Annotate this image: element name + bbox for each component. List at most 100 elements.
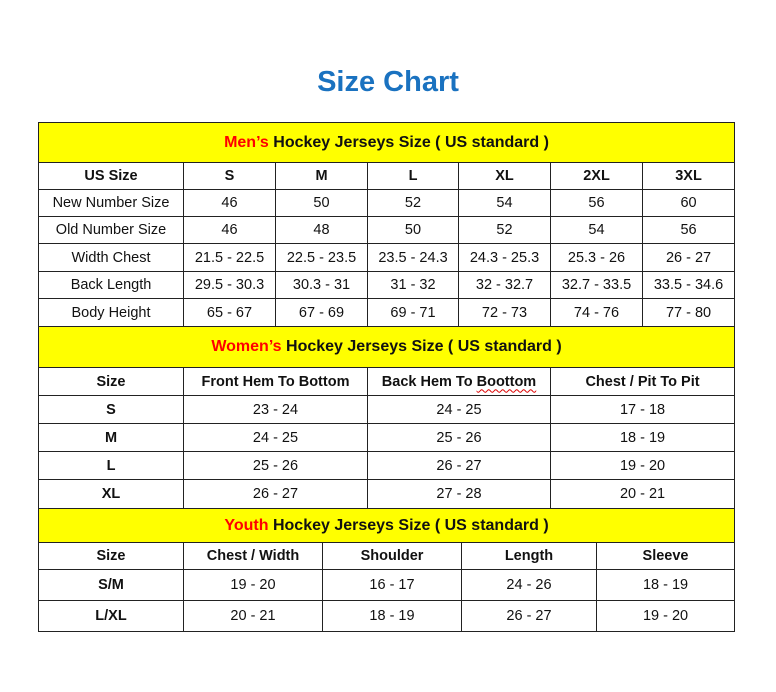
row-label: S/M [38,569,184,601]
table-cell: 21.5 - 22.5 [183,243,276,272]
column-header: Chest / Width [183,542,323,570]
women-section-header: Women’s Hockey Jerseys Size ( US standar… [37,326,736,368]
table-cell: 23.5 - 24.3 [367,243,459,272]
table-row: L/XL 20 - 21 18 - 19 26 - 27 19 - 20 [38,600,736,632]
table-row: New Number Size 46 50 52 54 56 60 [38,189,736,217]
table-cell: 26 - 27 [367,451,551,480]
column-header-label: Sleeve [642,548,689,564]
column-header-label: Front Hem To Bottom [201,373,350,390]
column-header: US Size [38,162,184,190]
table-cell: 19 - 20 [595,600,736,632]
table-cell: 20 - 21 [183,600,323,632]
column-header-label: Length [504,548,554,564]
row-label: Body Height [38,298,184,327]
youth-section-header: Youth Hockey Jerseys Size ( US standard … [37,508,736,543]
column-header-label: 2XL [583,168,610,184]
table-cell: 65 - 67 [183,298,276,327]
column-header: XL [458,162,551,190]
table-cell: 24 - 25 [183,423,368,452]
table-cell: 60 [641,189,736,217]
table-row: Width Chest 21.5 - 22.5 22.5 - 23.5 23.5 - … [38,243,736,272]
row-label: New Number Size [38,189,184,217]
womens-size-table: Women’s Hockey Jerseys Size ( US standar… [37,326,736,509]
heading-accent: Men’s [224,133,269,151]
mens-size-table: Men’s Hockey Jerseys Size ( US standard … [37,122,736,327]
table-cell: 52 [367,189,459,217]
table-cell: 46 [183,189,276,217]
table-cell: 25.3 - 26 [550,243,643,272]
row-label: L/XL [38,600,184,632]
table-cell: 17 - 18 [549,395,736,424]
table-row: Body Height 65 - 67 67 - 69 69 - 71 72 - 73 7… [38,298,736,327]
table-cell: 26 - 27 [461,600,597,632]
table-cell: 67 - 69 [275,298,368,327]
heading-text: Hockey Jerseys Size ( US standard ) [281,338,562,355]
table-cell: 77 - 80 [641,298,736,327]
table-cell: 32.7 - 33.5 [550,271,643,299]
section-heading: Youth Hockey Jerseys Size ( US standard … [37,508,736,543]
heading-text: Hockey Jerseys Size ( US standard ) [268,516,549,534]
table-row: L 25 - 26 26 - 27 19 - 20 [38,451,736,480]
table-row: Back Length 29.5 - 30.3 30.3 - 31 31 - 32 32… [38,271,736,299]
table-row: S 23 - 24 24 - 25 17 - 18 [38,395,736,424]
table-cell: 25 - 26 [367,423,551,452]
column-header: 3XL [641,162,736,190]
table-cell: 25 - 26 [183,451,368,480]
table-cell: 48 [275,216,368,244]
column-header: L [367,162,459,190]
column-header-label: Chest / Pit To Pit [585,373,700,390]
column-header: Front Hem To Bottom [183,367,368,396]
table-cell: 24 - 25 [367,395,551,424]
heading-accent: Youth [224,516,269,534]
row-label: L [38,451,184,480]
table-row: M 24 - 25 25 - 26 18 - 19 [38,423,736,452]
row-label: Width Chest [38,243,184,272]
table-cell: 18 - 19 [549,423,736,452]
table-row: XL 26 - 27 27 - 28 20 - 21 [38,479,736,509]
column-header-label: S [224,168,235,184]
table-cell: 24 - 26 [461,569,597,601]
table-cell: 54 [458,189,551,217]
row-label: M [38,423,184,452]
column-header-row: Size Front Hem To Bottom Back Hem To Boott… [38,367,736,396]
table-cell: 54 [550,216,643,244]
column-header-label: Shoulder [360,548,424,564]
table-cell: 31 - 32 [367,271,459,299]
table-cell: 50 [367,216,459,244]
table-cell: 16 - 17 [322,569,462,601]
table-cell: 52 [458,216,551,244]
table-cell: 24.3 - 25.3 [458,243,551,272]
table-cell: 74 - 76 [550,298,643,327]
column-header: M [275,162,368,190]
column-header: Back Hem To Boottom [367,367,551,396]
table-cell: 27 - 28 [367,479,551,509]
table-cell: 22.5 - 23.5 [275,243,368,272]
column-header-row: US Size S M L XL 2XL 3XL [38,162,736,190]
row-label: Old Number Size [38,216,184,244]
table-cell: 18 - 19 [322,600,462,632]
section-heading: Men’s Hockey Jerseys Size ( US standard … [37,122,736,163]
table-cell: 69 - 71 [367,298,459,327]
section-heading: Women’s Hockey Jerseys Size ( US standar… [37,326,736,368]
column-header-label: M [315,168,328,184]
column-header: Size [38,367,184,396]
table-row: S/M 19 - 20 16 - 17 24 - 26 18 - 19 [38,569,736,601]
column-header-row: Size Chest / Width Shoulder Length Sleeve [38,542,736,570]
row-label: Back Length [38,271,184,299]
column-header-label: US Size [84,168,138,184]
table-cell: 72 - 73 [458,298,551,327]
table-cell: 30.3 - 31 [275,271,368,299]
table-cell: 29.5 - 30.3 [183,271,276,299]
table-cell: 19 - 20 [549,451,736,480]
table-cell: 26 - 27 [641,243,736,272]
youth-size-table: Youth Hockey Jerseys Size ( US standard … [37,508,736,632]
table-cell: 33.5 - 34.6 [641,271,736,299]
column-header: Sleeve [595,542,736,570]
table-cell: 26 - 27 [183,479,368,509]
column-header-label: Back Hem To Boottom [381,373,537,390]
page-title: Size Chart [317,66,459,98]
men-section-header: Men’s Hockey Jerseys Size ( US standard … [37,122,736,163]
column-header-label: 3XL [675,168,702,184]
column-header-label: XL [495,168,514,184]
heading-text: Hockey Jerseys Size ( US standard ) [268,133,549,151]
